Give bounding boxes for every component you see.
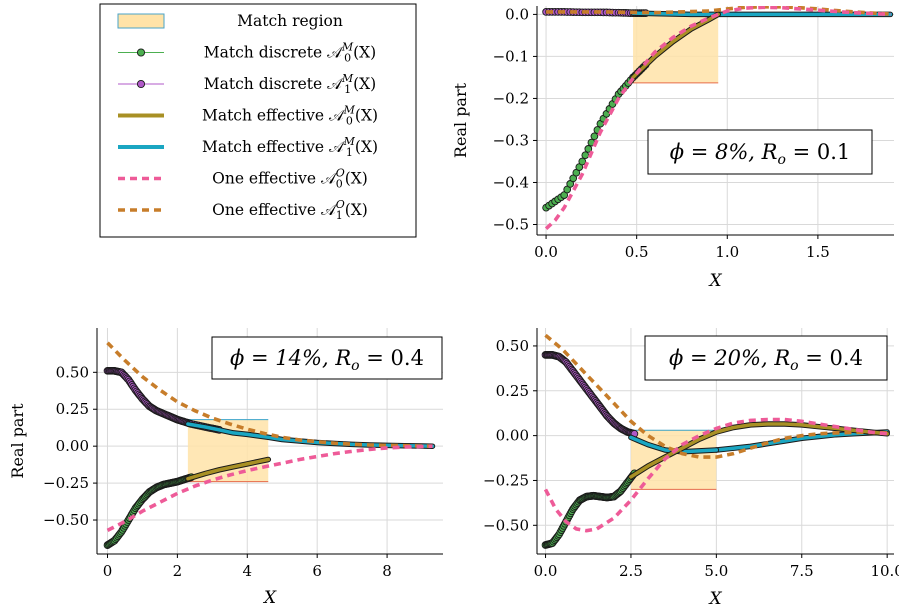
- series-disc0-point: [584, 145, 593, 153]
- x-tick-label: 0: [103, 562, 113, 580]
- legend-swatch-match-region: [117, 13, 165, 29]
- x-tick-label: 1.5: [806, 243, 830, 261]
- legend-box: [99, 3, 417, 238]
- legend-swatch-marker: [136, 48, 146, 57]
- y-tick-label: −0.2: [493, 89, 529, 107]
- x-axis-label: X: [707, 589, 722, 609]
- chart-panel-2: 0 2 4 6 8 0.50 0.25 0.00 −0.25 −0.50 X Real part ϕ =…: [8, 328, 443, 608]
- x-tick-label: 2.5: [619, 562, 643, 580]
- legend: Match region Match discrete 𝒜M 0 (X) Match d…: [99, 3, 417, 238]
- x-tick-label: 5.0: [704, 562, 728, 580]
- legend-label: One effective 𝒜O 1 (X): [212, 198, 368, 222]
- annotation-text: ϕ = 14%, Ro = 0.4: [230, 346, 424, 374]
- annotation-box: [211, 336, 443, 380]
- x-axis-label: X: [262, 588, 277, 608]
- y-tick-label: 0.25: [496, 382, 529, 400]
- y-tick-label: −0.1: [493, 47, 529, 65]
- x-tick-label: 0.0: [534, 243, 558, 261]
- legend-swatch-marker: [136, 79, 146, 89]
- x-tick-label: 0.0: [534, 562, 558, 580]
- series-eff0: [186, 457, 271, 481]
- y-tick-label: −0.50: [483, 516, 529, 534]
- y-axis-label: Real part: [451, 82, 470, 158]
- legend-item-eff1: Match effective 𝒜M 1 (X): [118, 135, 378, 159]
- chart-panel-1: 0.0 0.5 1.0 1.5 0.0 −0.1 −0.2 −0.3 −0.4 −0.5 X Real…: [451, 5, 894, 291]
- annotation-text: ϕ = 8%, Ro = 0.1: [670, 140, 851, 168]
- annotation-text: ϕ = 20%, Ro = 0.4: [669, 346, 863, 374]
- series-one0: [543, 417, 888, 533]
- legend-label: Match discrete 𝒜M 0 (X): [204, 41, 376, 65]
- series-disc1: [541, 351, 639, 438]
- series-disc0-point: [590, 132, 599, 141]
- y-tick-label: 0.00: [496, 427, 529, 445]
- legend-item-match_region: Match region: [117, 12, 343, 30]
- y-tick-label: 0.00: [56, 437, 89, 455]
- chart-panel-3: 0.0 2.5 5.0 7.5 10.0 0.50 0.25 0.00 −0.25 −0.50 Xϕ…: [483, 328, 899, 609]
- y-tick-label: −0.25: [43, 474, 89, 492]
- x-tick-label: 4: [243, 562, 253, 580]
- x-tick-label: 10.0: [870, 562, 899, 580]
- series-disc0-point: [581, 151, 590, 160]
- y-tick-label: 0.50: [56, 363, 89, 381]
- y-tick-label: −0.25: [483, 471, 529, 489]
- legend-item-eff0: Match effective 𝒜M 0 (X): [118, 104, 378, 128]
- legend-label: One effective 𝒜O 0 (X): [212, 167, 368, 191]
- x-tick-label: 6: [312, 562, 322, 580]
- series-disc1: [103, 366, 224, 434]
- series-one0: [106, 444, 433, 533]
- legend-item-one1: One effective 𝒜O 1 (X): [118, 198, 368, 222]
- series-one0: [544, 6, 891, 231]
- legend-item-disc1: Match discrete 𝒜M 1 (X): [118, 72, 376, 96]
- series-disc0: [541, 469, 639, 549]
- x-tick-label: 7.5: [790, 562, 814, 580]
- legend-item-disc0: Match discrete 𝒜M 0 (X): [118, 41, 376, 65]
- series-one1: [106, 341, 433, 448]
- y-tick-label: −0.3: [493, 131, 529, 149]
- legend-label: Match discrete 𝒜M 1 (X): [204, 72, 376, 96]
- legend-label: Match region: [237, 12, 343, 30]
- y-tick-label: 0.0: [505, 5, 529, 23]
- y-axis-label: Real part: [8, 403, 27, 479]
- series-one1: [546, 6, 891, 16]
- legend-label: Match effective 𝒜M 0 (X): [202, 104, 378, 128]
- x-tick-label: 0.5: [625, 243, 649, 261]
- x-tick-label: 8: [382, 562, 392, 580]
- y-tick-label: −0.4: [493, 173, 529, 191]
- y-tick-label: −0.5: [493, 215, 529, 233]
- series-disc0-point: [578, 157, 587, 166]
- x-tick-label: 1.0: [715, 243, 739, 261]
- match-region: [633, 14, 719, 83]
- annotation-box: [647, 129, 873, 175]
- y-tick-label: 0.25: [56, 400, 89, 418]
- series-disc0: [542, 60, 650, 212]
- y-tick-label: 0.50: [496, 337, 529, 355]
- y-tick-label: −0.50: [43, 511, 89, 529]
- annotation-box: [644, 335, 888, 381]
- legend-item-one0: One effective 𝒜O 0 (X): [118, 167, 368, 191]
- x-axis-label: X: [707, 271, 722, 291]
- x-tick-label: 2: [173, 562, 183, 580]
- legend-label: Match effective 𝒜M 1 (X): [202, 135, 378, 159]
- series-disc0: [103, 473, 196, 549]
- series-eff0: [631, 12, 720, 80]
- series-one1: [544, 333, 888, 459]
